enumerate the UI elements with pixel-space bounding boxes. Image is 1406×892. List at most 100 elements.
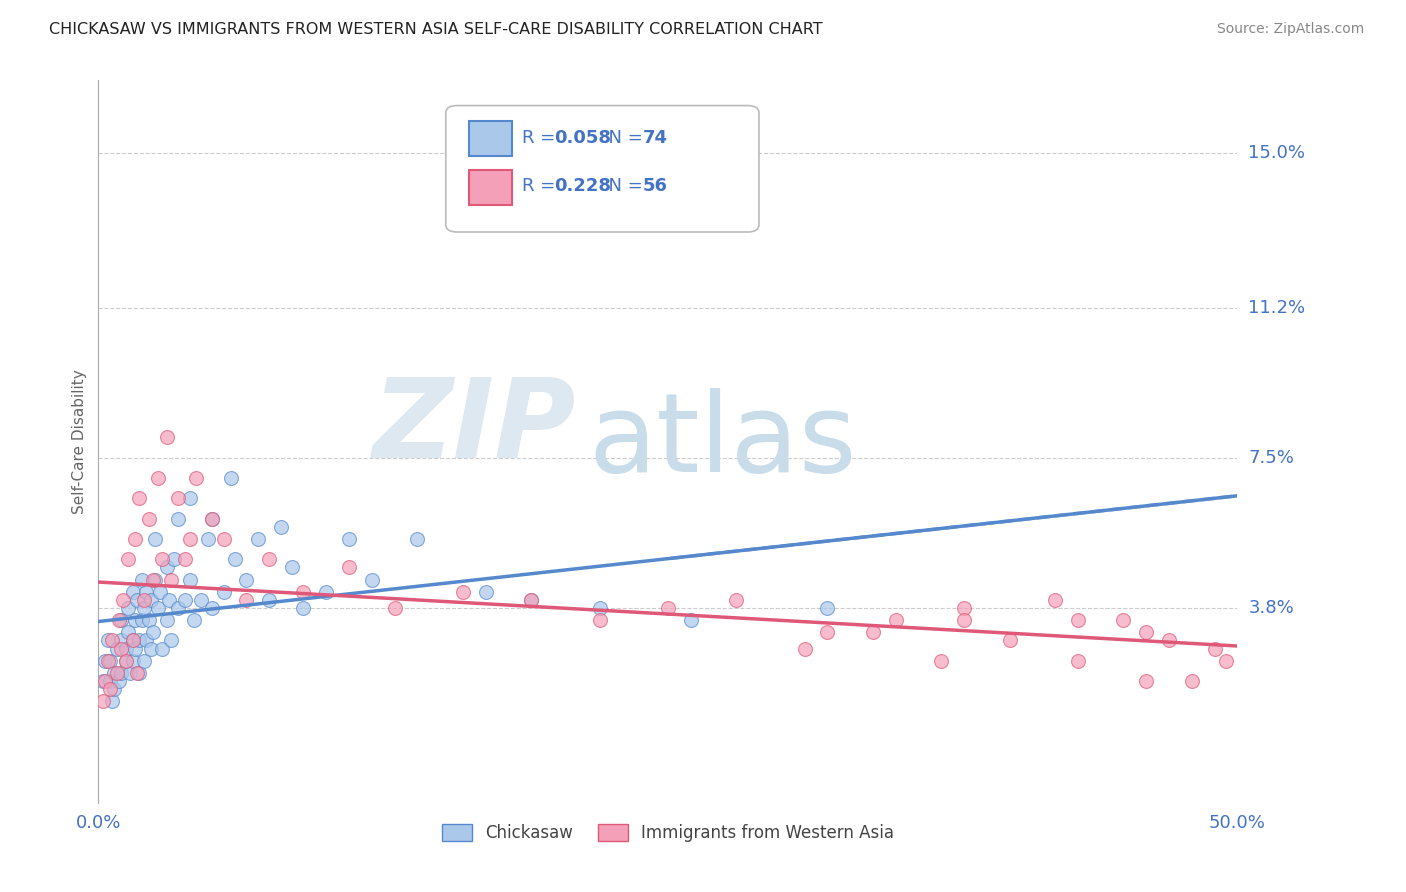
Point	[174, 552, 197, 566]
Point	[149, 584, 172, 599]
Point	[135, 584, 157, 599]
Point	[128, 665, 150, 680]
Point	[292, 584, 315, 599]
Point	[1067, 613, 1090, 627]
Point	[94, 654, 117, 668]
Text: 56: 56	[643, 178, 668, 195]
Point	[117, 625, 139, 640]
Text: R =: R =	[522, 178, 561, 195]
Point	[103, 682, 125, 697]
Point	[127, 665, 149, 680]
Point	[156, 430, 179, 444]
Text: N =: N =	[598, 129, 648, 147]
Point	[179, 573, 201, 587]
Point	[110, 633, 132, 648]
Point	[127, 592, 149, 607]
Point	[190, 592, 212, 607]
Point	[201, 601, 224, 615]
FancyBboxPatch shape	[468, 121, 512, 156]
Text: 0.058: 0.058	[554, 129, 612, 147]
Point	[156, 613, 179, 627]
Point	[110, 613, 132, 627]
Text: 7.5%: 7.5%	[1249, 449, 1295, 467]
Point	[150, 552, 173, 566]
Point	[96, 633, 118, 648]
Point	[138, 613, 160, 627]
Point	[186, 471, 208, 485]
Point	[112, 592, 135, 607]
Point	[105, 641, 128, 656]
Point	[337, 560, 360, 574]
Point	[132, 654, 155, 668]
Point	[91, 694, 114, 708]
Point	[201, 511, 224, 525]
Point	[98, 673, 121, 688]
Point	[315, 584, 337, 599]
Text: 11.2%: 11.2%	[1249, 299, 1306, 317]
Point	[212, 532, 235, 546]
Point	[246, 532, 269, 546]
Point	[183, 613, 205, 627]
Point	[815, 625, 838, 640]
Point	[162, 552, 184, 566]
Point	[101, 694, 124, 708]
Point	[139, 592, 162, 607]
Point	[146, 601, 169, 615]
Point	[815, 601, 838, 615]
Point	[1181, 673, 1204, 688]
Point	[138, 511, 160, 525]
Point	[520, 592, 543, 607]
Point	[120, 665, 142, 680]
Point	[588, 613, 610, 627]
Point	[145, 573, 167, 587]
Point	[224, 552, 246, 566]
Text: N =: N =	[598, 178, 648, 195]
Point	[219, 471, 242, 485]
Text: 0.228: 0.228	[554, 178, 612, 195]
Text: Source: ZipAtlas.com: Source: ZipAtlas.com	[1216, 22, 1364, 37]
Legend: Chickasaw, Immigrants from Western Asia: Chickasaw, Immigrants from Western Asia	[434, 817, 901, 848]
Point	[862, 625, 884, 640]
Point	[124, 641, 146, 656]
Point	[135, 633, 157, 648]
Point	[679, 613, 702, 627]
Point	[884, 613, 907, 627]
Point	[91, 673, 114, 688]
Point	[131, 613, 153, 627]
FancyBboxPatch shape	[468, 169, 512, 204]
Point	[212, 584, 235, 599]
Point	[657, 601, 679, 615]
Point	[105, 665, 128, 680]
Point	[793, 641, 815, 656]
Point	[98, 682, 121, 697]
Point	[128, 633, 150, 648]
Point	[270, 520, 292, 534]
Point	[1135, 625, 1157, 640]
Point	[117, 601, 139, 615]
Text: atlas: atlas	[588, 388, 856, 495]
Point	[259, 552, 281, 566]
Point	[108, 613, 131, 627]
Point	[114, 654, 136, 668]
Point	[121, 584, 143, 599]
Text: 15.0%: 15.0%	[1249, 145, 1305, 162]
FancyBboxPatch shape	[446, 105, 759, 232]
Point	[174, 592, 197, 607]
Point	[124, 613, 146, 627]
Point	[132, 601, 155, 615]
Point	[108, 673, 131, 688]
Point	[160, 633, 183, 648]
Text: R =: R =	[522, 129, 561, 147]
Point	[588, 601, 610, 615]
Point	[121, 654, 143, 668]
Point	[146, 471, 169, 485]
Point	[157, 592, 180, 607]
Text: ZIP: ZIP	[373, 374, 576, 481]
Point	[197, 532, 219, 546]
Point	[110, 641, 132, 656]
Point	[128, 491, 150, 506]
Point	[451, 584, 474, 599]
Text: 74: 74	[643, 129, 668, 147]
Point	[167, 601, 190, 615]
Text: 3.8%: 3.8%	[1249, 599, 1294, 617]
